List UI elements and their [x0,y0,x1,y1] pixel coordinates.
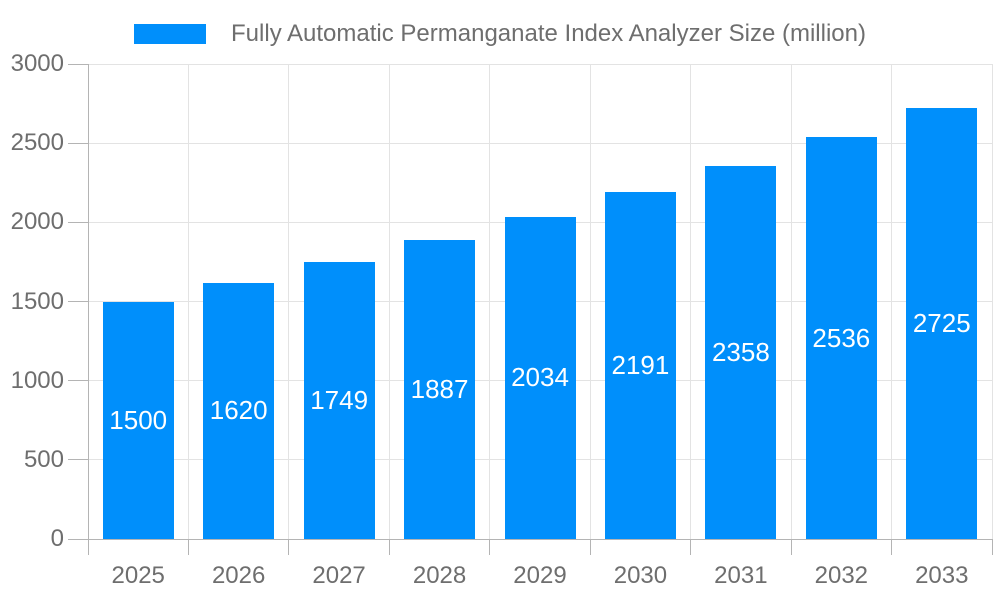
x-axis-tick [690,539,692,555]
v-gridline [790,64,792,539]
bar-value-label: 2034 [511,362,569,393]
x-axis-tick [991,539,993,555]
bar-2025[interactable]: 1500 [102,301,174,539]
v-gridline [589,64,591,539]
y-tick-label: 0 [50,525,64,552]
y-tick-label: 1000 [10,366,64,394]
x-tick-label: 2025 [111,562,165,589]
bar-value-label: 1620 [209,395,268,426]
y-axis-line [87,64,89,539]
v-gridline [288,64,290,539]
x-tick-label: 2029 [513,562,567,589]
x-axis-tick [288,539,290,555]
y-tick-label: 3000 [10,50,64,77]
bar-2031[interactable]: 2358 [705,165,777,539]
v-gridline [388,64,390,539]
x-axis-tick [589,539,591,555]
x-axis-tick [388,539,390,555]
x-tick-label: 2027 [312,562,366,589]
v-gridline [690,64,692,539]
bar-value-label: 2358 [711,336,770,367]
bar-2029[interactable]: 2034 [504,216,576,539]
bar-value-label: 1887 [410,374,469,405]
bar-2030[interactable]: 2191 [604,192,676,539]
bar-value-label: 2536 [812,322,871,353]
y-tick-label: 500 [23,445,64,473]
x-tick-label: 2032 [814,562,869,589]
y-axis-tick [68,63,88,65]
v-gridline [187,64,189,539]
legend-label: Fully Automatic Permanganate Index Analy… [231,20,866,47]
bar-value-label: 1749 [310,385,369,416]
y-axis-tick [68,459,88,461]
h-gridline [88,142,992,144]
bar-2032[interactable]: 2536 [805,137,877,539]
plot-area: 0 500 1000 1500 2000 2500 3000 2025 2026 2027 2028… [11,51,993,589]
bar-2026[interactable]: 1620 [203,282,275,539]
x-axis-tick [489,539,491,555]
y-axis-tick [68,380,88,382]
y-tick-label: 2500 [10,129,64,157]
legend-item[interactable]: Fully Automatic Permanganate Index Analy… [0,20,1000,47]
y-axis-tick [68,538,88,540]
x-tick-label: 2033 [915,562,969,589]
bar-2028[interactable]: 1887 [404,240,476,539]
y-axis-tick [68,142,88,144]
x-axis-tick [891,539,893,555]
v-gridline [489,64,491,539]
x-axis-tick [187,539,189,555]
v-gridline [891,64,893,539]
bar-2027[interactable]: 1749 [303,262,375,539]
x-axis-tick [790,539,792,555]
bar-value-label: 2191 [611,350,670,381]
x-tick-label: 2030 [613,562,668,589]
y-tick-label: 2000 [10,208,64,236]
h-gridline [88,63,992,65]
x-axis-line [88,538,992,540]
bar-2033[interactable]: 2725 [906,107,978,539]
x-tick-label: 2028 [412,562,467,589]
y-tick-label: 1500 [10,287,64,315]
bar-value-label: 1500 [109,404,168,435]
bar-value-label: 2725 [912,307,971,338]
y-axis-tick [68,221,88,223]
y-axis-tick [68,301,88,302]
x-tick-label: 2026 [211,562,266,589]
x-axis-tick [87,539,89,555]
v-gridline [991,64,993,539]
legend-swatch [134,24,207,44]
x-tick-label: 2031 [714,562,768,589]
